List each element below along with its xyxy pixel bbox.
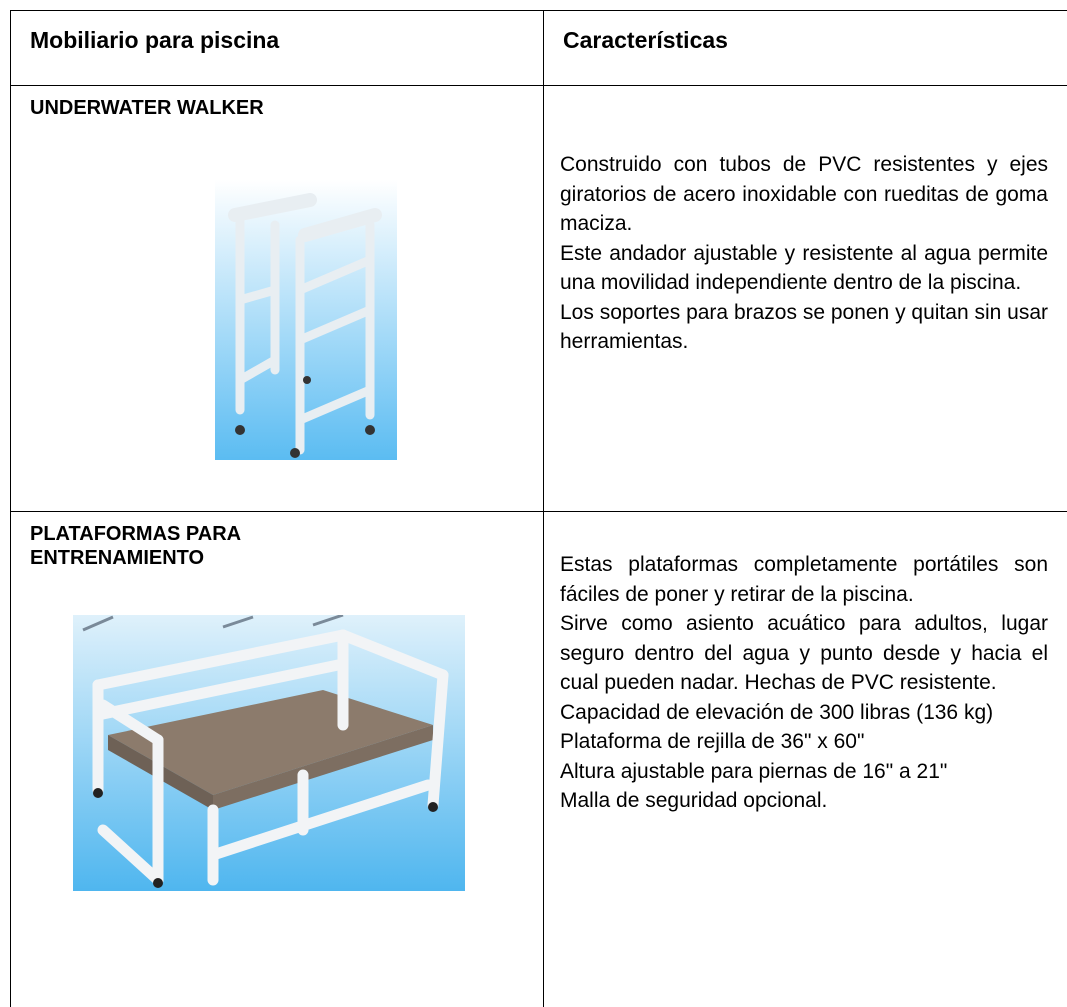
- platform-image: [73, 615, 465, 891]
- product-name: PLATAFORMAS PARA ENTRENAMIENTO: [30, 522, 241, 570]
- border: [543, 10, 544, 1007]
- border: [10, 10, 11, 1007]
- header-cell: Características: [563, 27, 728, 53]
- header-cell: Mobiliario para piscina: [30, 27, 280, 53]
- name-line: PLATAFORMAS PARA: [30, 523, 242, 545]
- border: [10, 511, 1067, 512]
- paragraph: Sirve como asiento acuático para adultos…: [560, 612, 1048, 694]
- border: [10, 10, 1067, 11]
- paragraph: Malla de seguridad opcional.: [560, 789, 828, 812]
- border: [10, 85, 1067, 86]
- paragraph: Plataforma de rejilla de 36" x 60": [560, 730, 865, 753]
- description: Estas plataformas completamente portátil…: [560, 550, 1048, 816]
- name-line: UNDERWATER WALKER: [30, 97, 264, 119]
- paragraph: Los soportes para brazos se ponen y quit…: [560, 300, 1048, 354]
- paragraph: Construido con tubos de PVC resistentes …: [560, 153, 1048, 235]
- paragraph: Altura ajustable para piernas de 16" a 2…: [560, 759, 948, 783]
- description: Construido con tubos de PVC resistentes …: [560, 150, 1048, 357]
- product-name: UNDERWATER WALKER: [30, 96, 264, 120]
- walker-image: [215, 180, 397, 460]
- paragraph: Estas plataformas completamente portátil…: [560, 553, 1048, 606]
- paragraph: Capacidad de elevación de 300 libras (13…: [560, 700, 994, 724]
- name-line: ENTRENAMIENTO: [30, 547, 205, 569]
- paragraph: Este andador ajustable y resistente al a…: [560, 241, 1048, 295]
